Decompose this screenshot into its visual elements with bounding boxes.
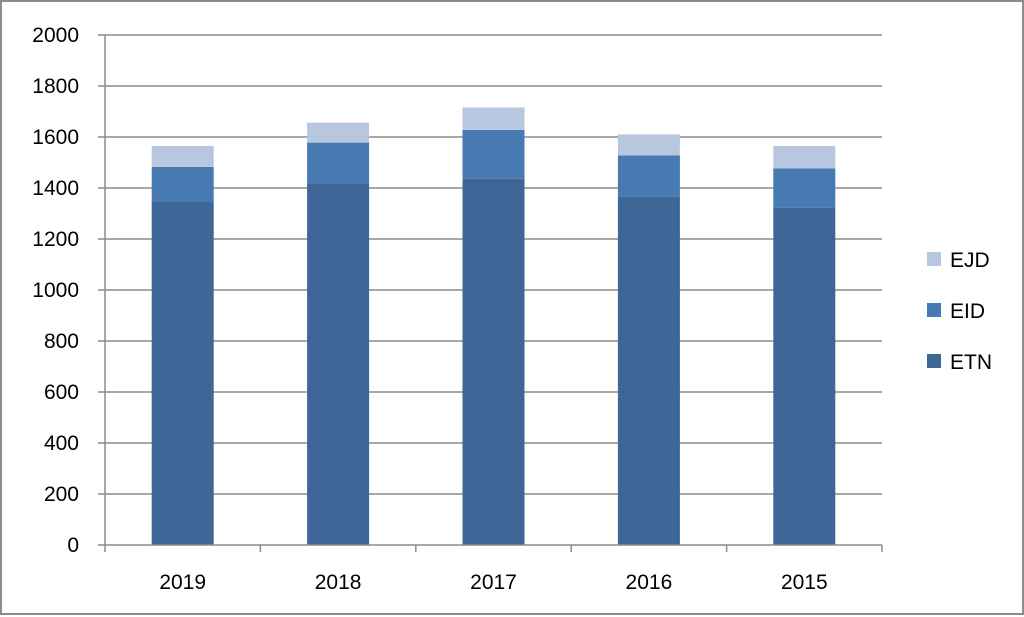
bar-etn-2015 (773, 207, 836, 545)
y-tick-label: 1200 (32, 228, 79, 251)
bar-ejd-2018 (307, 122, 370, 143)
y-tick-label: 1400 (32, 177, 79, 200)
legend-swatch-etn (927, 354, 941, 368)
y-tick-label: 600 (44, 381, 79, 404)
bar-etn-2019 (151, 202, 214, 545)
bar-eid-2017 (462, 129, 525, 179)
bar-ejd-2016 (617, 134, 680, 156)
bar-eid-2018 (307, 142, 370, 184)
y-axis-tick-labels: 0 200 400 600 800 1000 1200 1400 1600 1800 2000 (32, 24, 79, 557)
x-tick-label: 2015 (781, 571, 828, 594)
x-tick-label: 2019 (159, 571, 206, 594)
legend: EJD EID ETN (927, 249, 992, 374)
y-tick-label: 1600 (32, 126, 79, 149)
bar-etn-2016 (617, 196, 680, 546)
y-tick-label: 2000 (32, 24, 79, 47)
legend-label-eid: EID (950, 300, 985, 323)
bar-eid-2016 (617, 155, 680, 197)
bar-ejd-2015 (773, 145, 836, 169)
bar-etn-2017 (462, 178, 525, 545)
x-tick-label: 2017 (470, 571, 517, 594)
y-tick-label: 1800 (32, 75, 79, 98)
y-tick-label: 400 (44, 432, 79, 455)
bar-ejd-2017 (462, 107, 525, 130)
x-tick-label: 2018 (315, 571, 362, 594)
bar-eid-2019 (151, 166, 214, 203)
bar-ejd-2019 (151, 145, 214, 167)
legend-label-ejd: EJD (950, 249, 990, 272)
bars (151, 107, 836, 546)
legend-swatch-eid (927, 303, 941, 317)
bar-etn-2018 (307, 183, 370, 545)
legend-label-etn: ETN (950, 351, 992, 374)
y-tick-label: 200 (44, 483, 79, 506)
legend-swatch-ejd (927, 252, 941, 266)
bar-eid-2015 (773, 168, 836, 208)
x-axis-tick-labels: 2019 2018 2017 2016 2015 (159, 571, 827, 594)
y-tick-label: 0 (67, 534, 79, 557)
x-tick-label: 2016 (626, 571, 673, 594)
y-tick-label: 1000 (32, 279, 79, 302)
y-tick-label: 800 (44, 330, 79, 353)
axes (98, 34, 883, 552)
